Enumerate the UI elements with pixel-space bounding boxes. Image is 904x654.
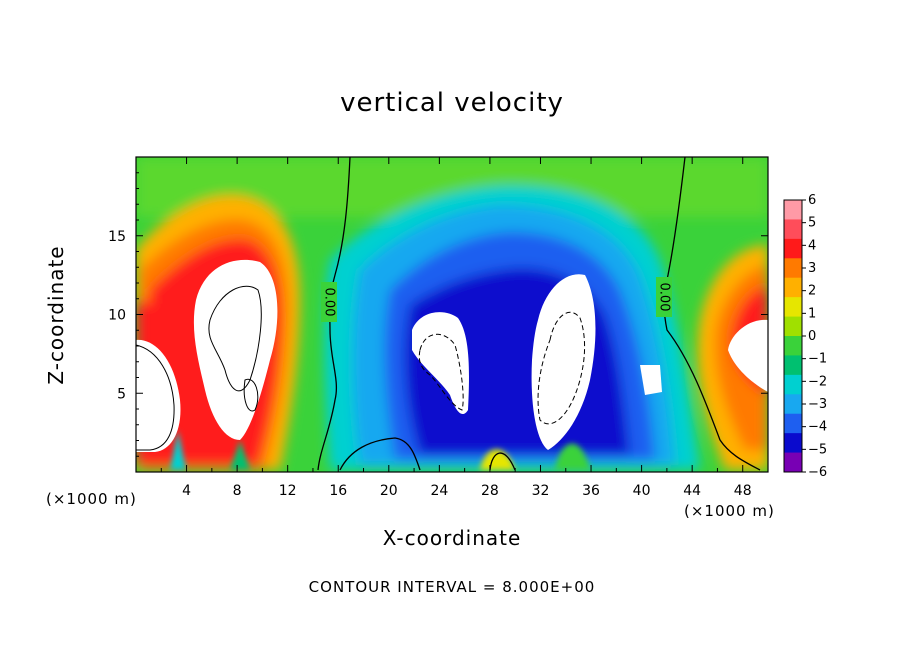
colorbar-label: 0 (808, 329, 816, 344)
colorbar-swatch (784, 374, 802, 395)
y-tick-label: 10 (108, 308, 126, 324)
x-tick-label: 24 (430, 483, 448, 499)
colorbar-label: 1 (808, 306, 816, 321)
colorbar-swatch (784, 355, 802, 376)
colorbar-swatch (784, 200, 802, 220)
y-tick-label: 5 (117, 386, 126, 402)
colorbar-swatch (784, 433, 802, 454)
x-tick-label: 40 (633, 483, 651, 499)
saturated-regions (136, 259, 768, 452)
contour-labels: 0.00 0.00 (321, 277, 672, 322)
zero-contours (317, 157, 761, 471)
x-axis-ticks: 4 8 12 16 20 24 28 32 36 40 44 48 (160, 157, 752, 499)
colorbar-label: 4 (808, 238, 816, 253)
x-tick-label: 8 (233, 483, 242, 499)
dashed-contours (418, 311, 585, 425)
colorbar-label: −5 (808, 442, 827, 457)
chart-title: vertical velocity (340, 88, 564, 118)
x-axis-label: X-coordinate (382, 526, 522, 550)
colorbar-swatch (784, 238, 802, 259)
colorbar-label: −4 (808, 420, 827, 435)
colorbar-swatch (784, 316, 802, 337)
contour-interval-note: CONTOUR INTERVAL = 8.000E+00 (308, 578, 596, 596)
colorbar-swatch (784, 452, 802, 473)
colorbar: 6 5 4 3 2 1 0 −1 −2 −3 −4 −5 −6 (783, 193, 827, 480)
x-tick-label: 20 (380, 483, 398, 499)
x-tick-label: 48 (734, 483, 752, 499)
colorbar-swatch (784, 219, 802, 240)
x-tick-label: 32 (532, 483, 550, 499)
colorbar-label: 5 (808, 216, 816, 231)
heatmap-field (136, 157, 768, 472)
contour-label-bg (321, 282, 337, 322)
colorbar-swatch (784, 394, 802, 415)
contour-label: 0.00 (657, 283, 672, 312)
colorbar-swatch (784, 336, 802, 356)
colorbar-label: −6 (808, 465, 827, 480)
colorbar-label: −2 (808, 374, 827, 389)
colorbar-label: 6 (808, 193, 816, 208)
contour-label: 0.00 (322, 288, 337, 317)
colorbar-label: −3 (808, 397, 827, 412)
x-tick-label: 4 (182, 483, 191, 499)
colorbar-swatch (784, 258, 802, 279)
x-units-label-right: (×1000 m) (684, 502, 775, 520)
x-tick-label: 44 (683, 483, 701, 499)
y-axis-ticks: 5 10 15 (108, 172, 768, 457)
x-tick-label: 28 (481, 483, 499, 499)
x-tick-label: 16 (329, 483, 347, 499)
x-tick-label: 36 (582, 483, 600, 499)
y-tick-label: 15 (108, 229, 126, 245)
x-units-label-left: (×1000 m) (46, 490, 137, 508)
colorbar-swatch (784, 413, 802, 434)
solid-inner-contours (136, 285, 262, 451)
colorbar-swatch (784, 297, 802, 318)
contour-label-bg (656, 277, 672, 317)
colorbar-label: 3 (808, 261, 816, 276)
x-tick-label: 12 (279, 483, 297, 499)
colorbar-label: −1 (808, 352, 827, 367)
colorbar-label: 2 (808, 284, 816, 299)
colorbar-swatch (784, 277, 802, 298)
